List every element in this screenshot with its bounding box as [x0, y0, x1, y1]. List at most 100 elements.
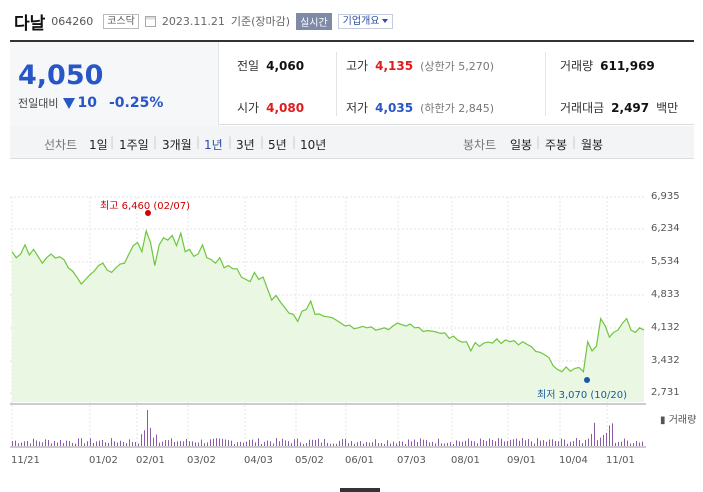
volume-bar — [102, 439, 103, 446]
volume-bar — [339, 440, 340, 446]
candle-weekly[interactable]: 주봉 — [545, 138, 568, 152]
period-5y[interactable]: 5년 — [268, 138, 287, 152]
volume-bar — [537, 438, 538, 446]
volume-bar — [576, 438, 577, 446]
period-3m[interactable]: 3개월 — [162, 138, 192, 152]
corp-info-dropdown[interactable]: 기업개요 — [337, 13, 394, 29]
amount-cell: 거래대금 2,497 백만 — [560, 99, 678, 116]
volume-bar — [78, 438, 79, 446]
volume-bar — [600, 437, 601, 446]
y-tick-label: 5,534 — [651, 256, 680, 267]
volume-bar — [567, 443, 568, 446]
price-change: 전일대비 10 -0.25% — [18, 95, 163, 111]
volume-bar — [312, 439, 313, 446]
volume-bar — [318, 438, 319, 446]
separator: | — [228, 135, 233, 149]
volume-bars — [12, 410, 643, 446]
candle-daily[interactable]: 일봉 — [510, 138, 533, 152]
volume-bar — [18, 443, 19, 446]
volume-bar — [177, 441, 178, 446]
volume-bar — [381, 443, 382, 446]
volume-bar — [435, 443, 436, 446]
volume-bar — [48, 440, 49, 446]
volume-bar — [402, 441, 403, 446]
volume-bar — [159, 442, 160, 446]
open-cell: 시가 4,080 — [237, 99, 304, 116]
volume-bar — [249, 439, 250, 446]
volume-bar — [411, 441, 412, 446]
volume-bar — [636, 441, 637, 446]
volume-bar — [465, 440, 466, 446]
period-1d[interactable]: 1일 — [89, 138, 108, 152]
realtime-button[interactable]: 실시간 — [296, 12, 332, 30]
volume-bar — [528, 439, 529, 446]
volume-bar — [330, 443, 331, 446]
volume-bar — [585, 439, 586, 446]
volume-bar — [414, 439, 415, 446]
period-3y[interactable]: 3년 — [236, 138, 255, 152]
volume-bar — [471, 440, 472, 446]
volume-bar — [348, 443, 349, 446]
volume-bar — [15, 440, 16, 446]
volume-bar — [69, 441, 70, 446]
low-marker — [584, 377, 590, 383]
volume-bar — [75, 443, 76, 446]
volume-bar — [519, 440, 520, 446]
volume-bar — [432, 441, 433, 446]
period-1w[interactable]: 1주일 — [119, 138, 149, 152]
volume-bar — [105, 442, 106, 446]
volume-bar — [360, 441, 361, 446]
volume-bar — [555, 440, 556, 446]
volume-bar — [66, 440, 67, 446]
volume-bar — [216, 438, 217, 446]
volume-bar — [51, 443, 52, 446]
volume-bar — [306, 443, 307, 446]
lower-limit: (하한가 2,845) — [420, 102, 494, 115]
volume-bar — [111, 438, 112, 446]
volume-bar — [378, 443, 379, 446]
scroll-indicator[interactable] — [340, 488, 380, 492]
volume-bar — [99, 440, 100, 446]
candle-monthly[interactable]: 월봉 — [581, 138, 604, 152]
period-1y[interactable]: 1년 — [204, 138, 223, 152]
volume-bar — [144, 430, 145, 446]
volume-bar — [12, 441, 13, 446]
volume-bar — [507, 441, 508, 446]
x-tick-label: 07/03 — [397, 455, 426, 466]
volume-bar — [486, 441, 487, 446]
volume-bar — [180, 441, 181, 446]
volume-bar — [213, 438, 214, 446]
volume-bar — [336, 443, 337, 446]
volume-bar — [540, 440, 541, 446]
x-tick-label: 06/01 — [345, 455, 374, 466]
volume-bar — [285, 440, 286, 446]
volume-bar — [162, 441, 163, 446]
high-marker — [145, 210, 151, 216]
volume-bar — [396, 443, 397, 446]
y-tick-label: 4,132 — [651, 322, 680, 333]
volume-bar — [423, 439, 424, 446]
volume-bar — [120, 440, 121, 446]
volume-bar — [300, 442, 301, 446]
volume-bar — [201, 439, 202, 446]
volume-bar — [327, 442, 328, 446]
volume-bar — [609, 425, 610, 446]
prev-close-label: 전일 — [237, 59, 260, 73]
amount-label: 거래대금 — [560, 101, 605, 115]
price-chart[interactable] — [0, 180, 703, 492]
y-tick-label: 4,833 — [651, 289, 680, 300]
volume-bar — [582, 443, 583, 446]
volume-bar — [231, 440, 232, 446]
volume-bar — [321, 442, 322, 446]
volume-bar — [516, 438, 517, 446]
volume-bar — [225, 439, 226, 446]
period-10y[interactable]: 10년 — [300, 138, 327, 152]
volume-bar — [456, 440, 457, 446]
volume-bar — [63, 443, 64, 446]
x-tick-label: 09/01 — [507, 455, 536, 466]
down-triangle-icon — [63, 97, 76, 109]
y-tick-label: 6,935 — [651, 191, 680, 202]
volume-bar — [606, 432, 607, 446]
volume-legend: ▮ 거래량 — [660, 415, 697, 426]
volume-bar — [90, 438, 91, 446]
